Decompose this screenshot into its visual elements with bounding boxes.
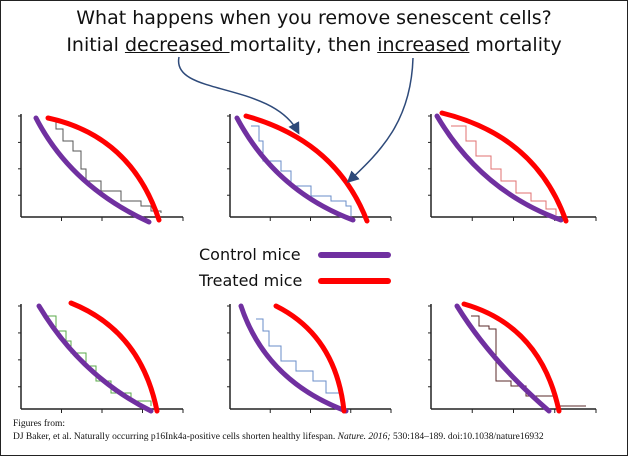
decreased-word: decreased xyxy=(124,34,230,56)
survival-step-line xyxy=(256,318,342,403)
survival-step-line xyxy=(451,125,557,215)
treated-curve xyxy=(273,303,347,414)
arrow-increased xyxy=(346,57,414,184)
control-curve xyxy=(454,303,552,414)
treated-curve xyxy=(68,300,160,414)
title-line-1: What happens when you remove senescent c… xyxy=(76,7,552,29)
citation-authors: DJ Baker, et al. Naturally occurring p16… xyxy=(13,432,338,442)
legend-control-label: Control mice xyxy=(199,245,301,264)
control-curve xyxy=(238,303,349,414)
legend-treated-label: Treated mice xyxy=(199,271,303,290)
survival-step-line xyxy=(471,315,586,407)
title-text: mortality, then xyxy=(229,34,378,56)
title-text: mortality xyxy=(469,34,562,56)
citation-details: 530:184–189. doi:10.1038/nature16932 xyxy=(390,432,544,442)
title-line-2: Initial decreased mortality, then increa… xyxy=(1,34,627,56)
treated-curve xyxy=(243,113,370,224)
title-text: Initial xyxy=(66,34,125,56)
treated-curve xyxy=(461,301,562,414)
arrow-decreased xyxy=(178,56,300,135)
control-curve xyxy=(33,115,152,225)
control-curve xyxy=(36,303,154,414)
increased-word: increased xyxy=(377,34,470,56)
treated-curve xyxy=(439,110,569,224)
citation-heading: Figures from: xyxy=(13,419,65,429)
control-curve xyxy=(434,113,564,223)
citation-journal: Nature. 2016; xyxy=(337,432,391,442)
control-curve xyxy=(234,115,356,223)
survival-step-line xyxy=(46,315,152,406)
citation: DJ Baker, et al. Naturally occurring p16… xyxy=(13,432,544,442)
treated-curve xyxy=(45,115,162,223)
